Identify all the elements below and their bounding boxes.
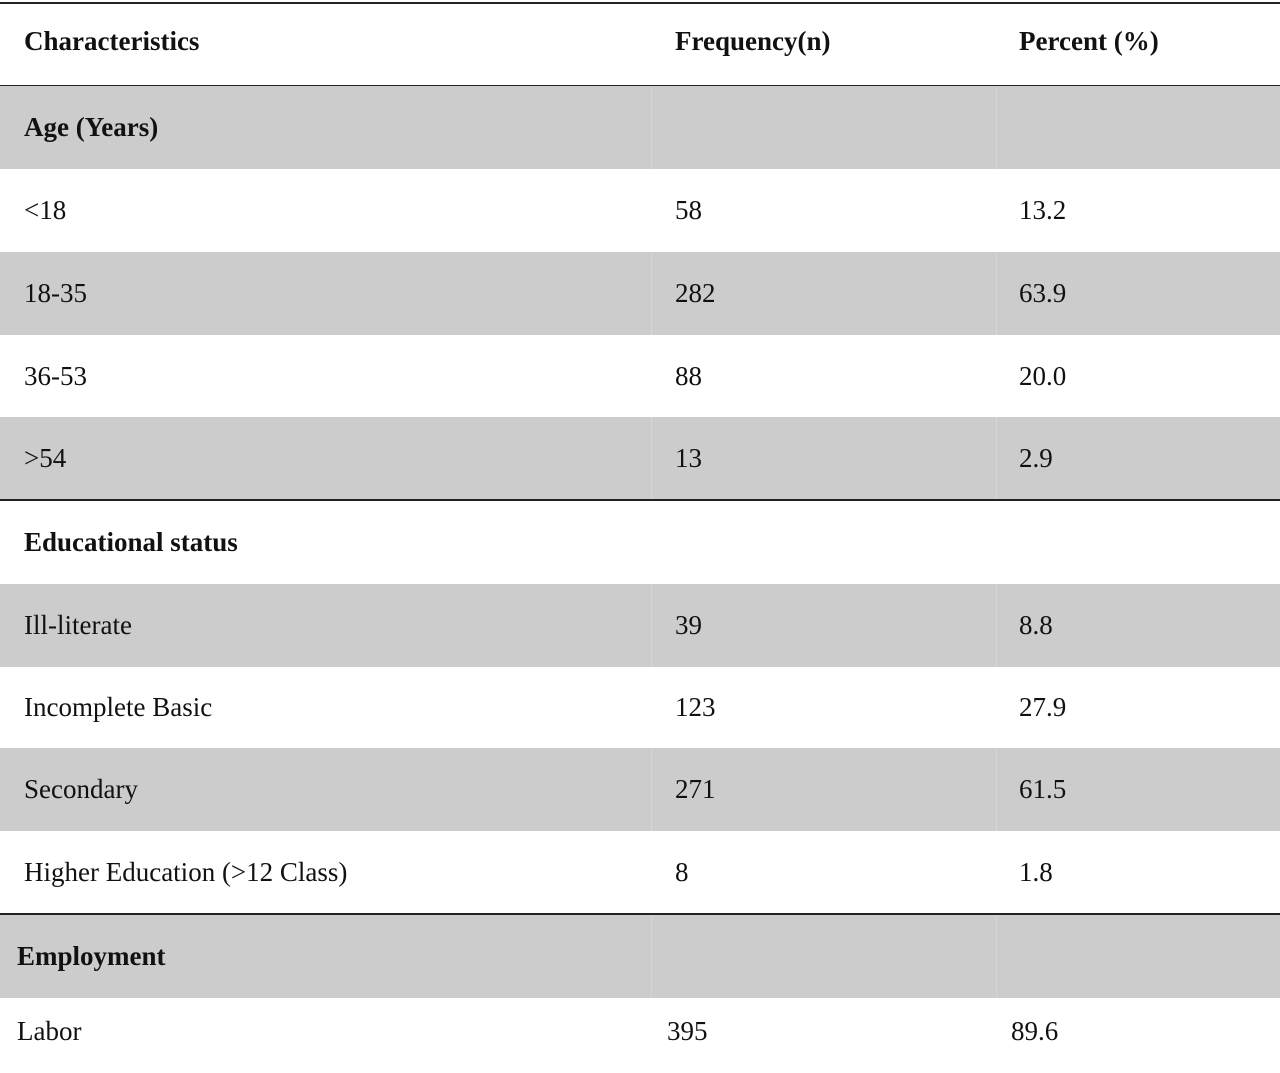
characteristic-cell: <18	[24, 195, 67, 225]
table-row: 36-53 88 20.0	[0, 335, 1280, 418]
section-row-employment: Employment	[0, 915, 1280, 998]
header-percent: Percent (%)	[1019, 26, 1159, 56]
frequency-cell: 58	[675, 195, 702, 225]
table-row: >54 13 2.9	[0, 417, 1280, 500]
percent-cell: 2.9	[1019, 443, 1053, 473]
percent-cell	[1019, 86, 1269, 169]
percent-cell: 8.8	[1019, 610, 1053, 640]
characteristic-cell: 36-53	[24, 361, 87, 391]
section-row-age: Age (Years)	[0, 86, 1280, 169]
frequency-cell: 395	[667, 1016, 708, 1046]
percent-cell: 63.9	[1019, 278, 1067, 308]
frequency-cell: 123	[675, 692, 716, 722]
table-row: Higher Education (>12 Class) 8 1.8	[0, 831, 1280, 914]
characteristic-cell: Secondary	[24, 774, 138, 804]
percent-cell	[1011, 915, 1261, 998]
frequency-cell: 282	[675, 278, 716, 308]
characteristic-cell: >54	[24, 443, 67, 473]
frequency-cell: 8	[675, 857, 689, 887]
frequency-cell	[675, 86, 1005, 169]
header-characteristics: Characteristics	[24, 26, 200, 56]
header-rule	[0, 85, 1280, 87]
section-label: Educational status	[24, 527, 238, 557]
percent-cell: 89.6	[1011, 1016, 1059, 1046]
frequency-cell	[667, 915, 997, 998]
frequency-cell: 13	[675, 443, 702, 473]
percent-cell: 1.8	[1019, 857, 1053, 887]
table-row: Incomplete Basic 123 27.9	[0, 666, 1280, 749]
table-row: Secondary 271 61.5	[0, 748, 1280, 831]
table-row: 18-35 282 63.9	[0, 252, 1280, 335]
table-row: Ill-literate 39 8.8	[0, 584, 1280, 667]
table-row: <18 58 13.2	[0, 169, 1280, 252]
section-label: Age (Years)	[24, 112, 159, 142]
frequency-cell	[675, 501, 1005, 584]
section-rule	[0, 499, 1280, 501]
frequency-cell: 271	[675, 774, 716, 804]
table-row: Labor 395 89.6	[0, 990, 1280, 1073]
section-label: Employment	[17, 941, 166, 971]
section-rule	[0, 913, 1280, 915]
table-header-row: Characteristics Frequency(n) Percent (%)	[0, 0, 1280, 83]
characteristic-cell: Incomplete Basic	[24, 692, 213, 722]
section-row-education: Educational status	[0, 501, 1280, 584]
percent-cell	[1019, 501, 1269, 584]
percent-cell: 27.9	[1019, 692, 1067, 722]
percent-cell: 61.5	[1019, 774, 1067, 804]
frequency-cell: 88	[675, 361, 702, 391]
characteristic-cell: 18-35	[24, 278, 87, 308]
percent-cell: 13.2	[1019, 195, 1067, 225]
characteristic-cell: Labor	[17, 1016, 82, 1046]
characteristic-cell: Ill-literate	[24, 610, 132, 640]
top-rule	[0, 2, 1280, 4]
demographics-table: Characteristics Frequency(n) Percent (%)…	[0, 0, 1280, 1045]
frequency-cell: 39	[675, 610, 702, 640]
header-frequency: Frequency(n)	[675, 26, 831, 56]
percent-cell: 20.0	[1019, 361, 1067, 391]
characteristic-cell: Higher Education (>12 Class)	[24, 857, 348, 887]
